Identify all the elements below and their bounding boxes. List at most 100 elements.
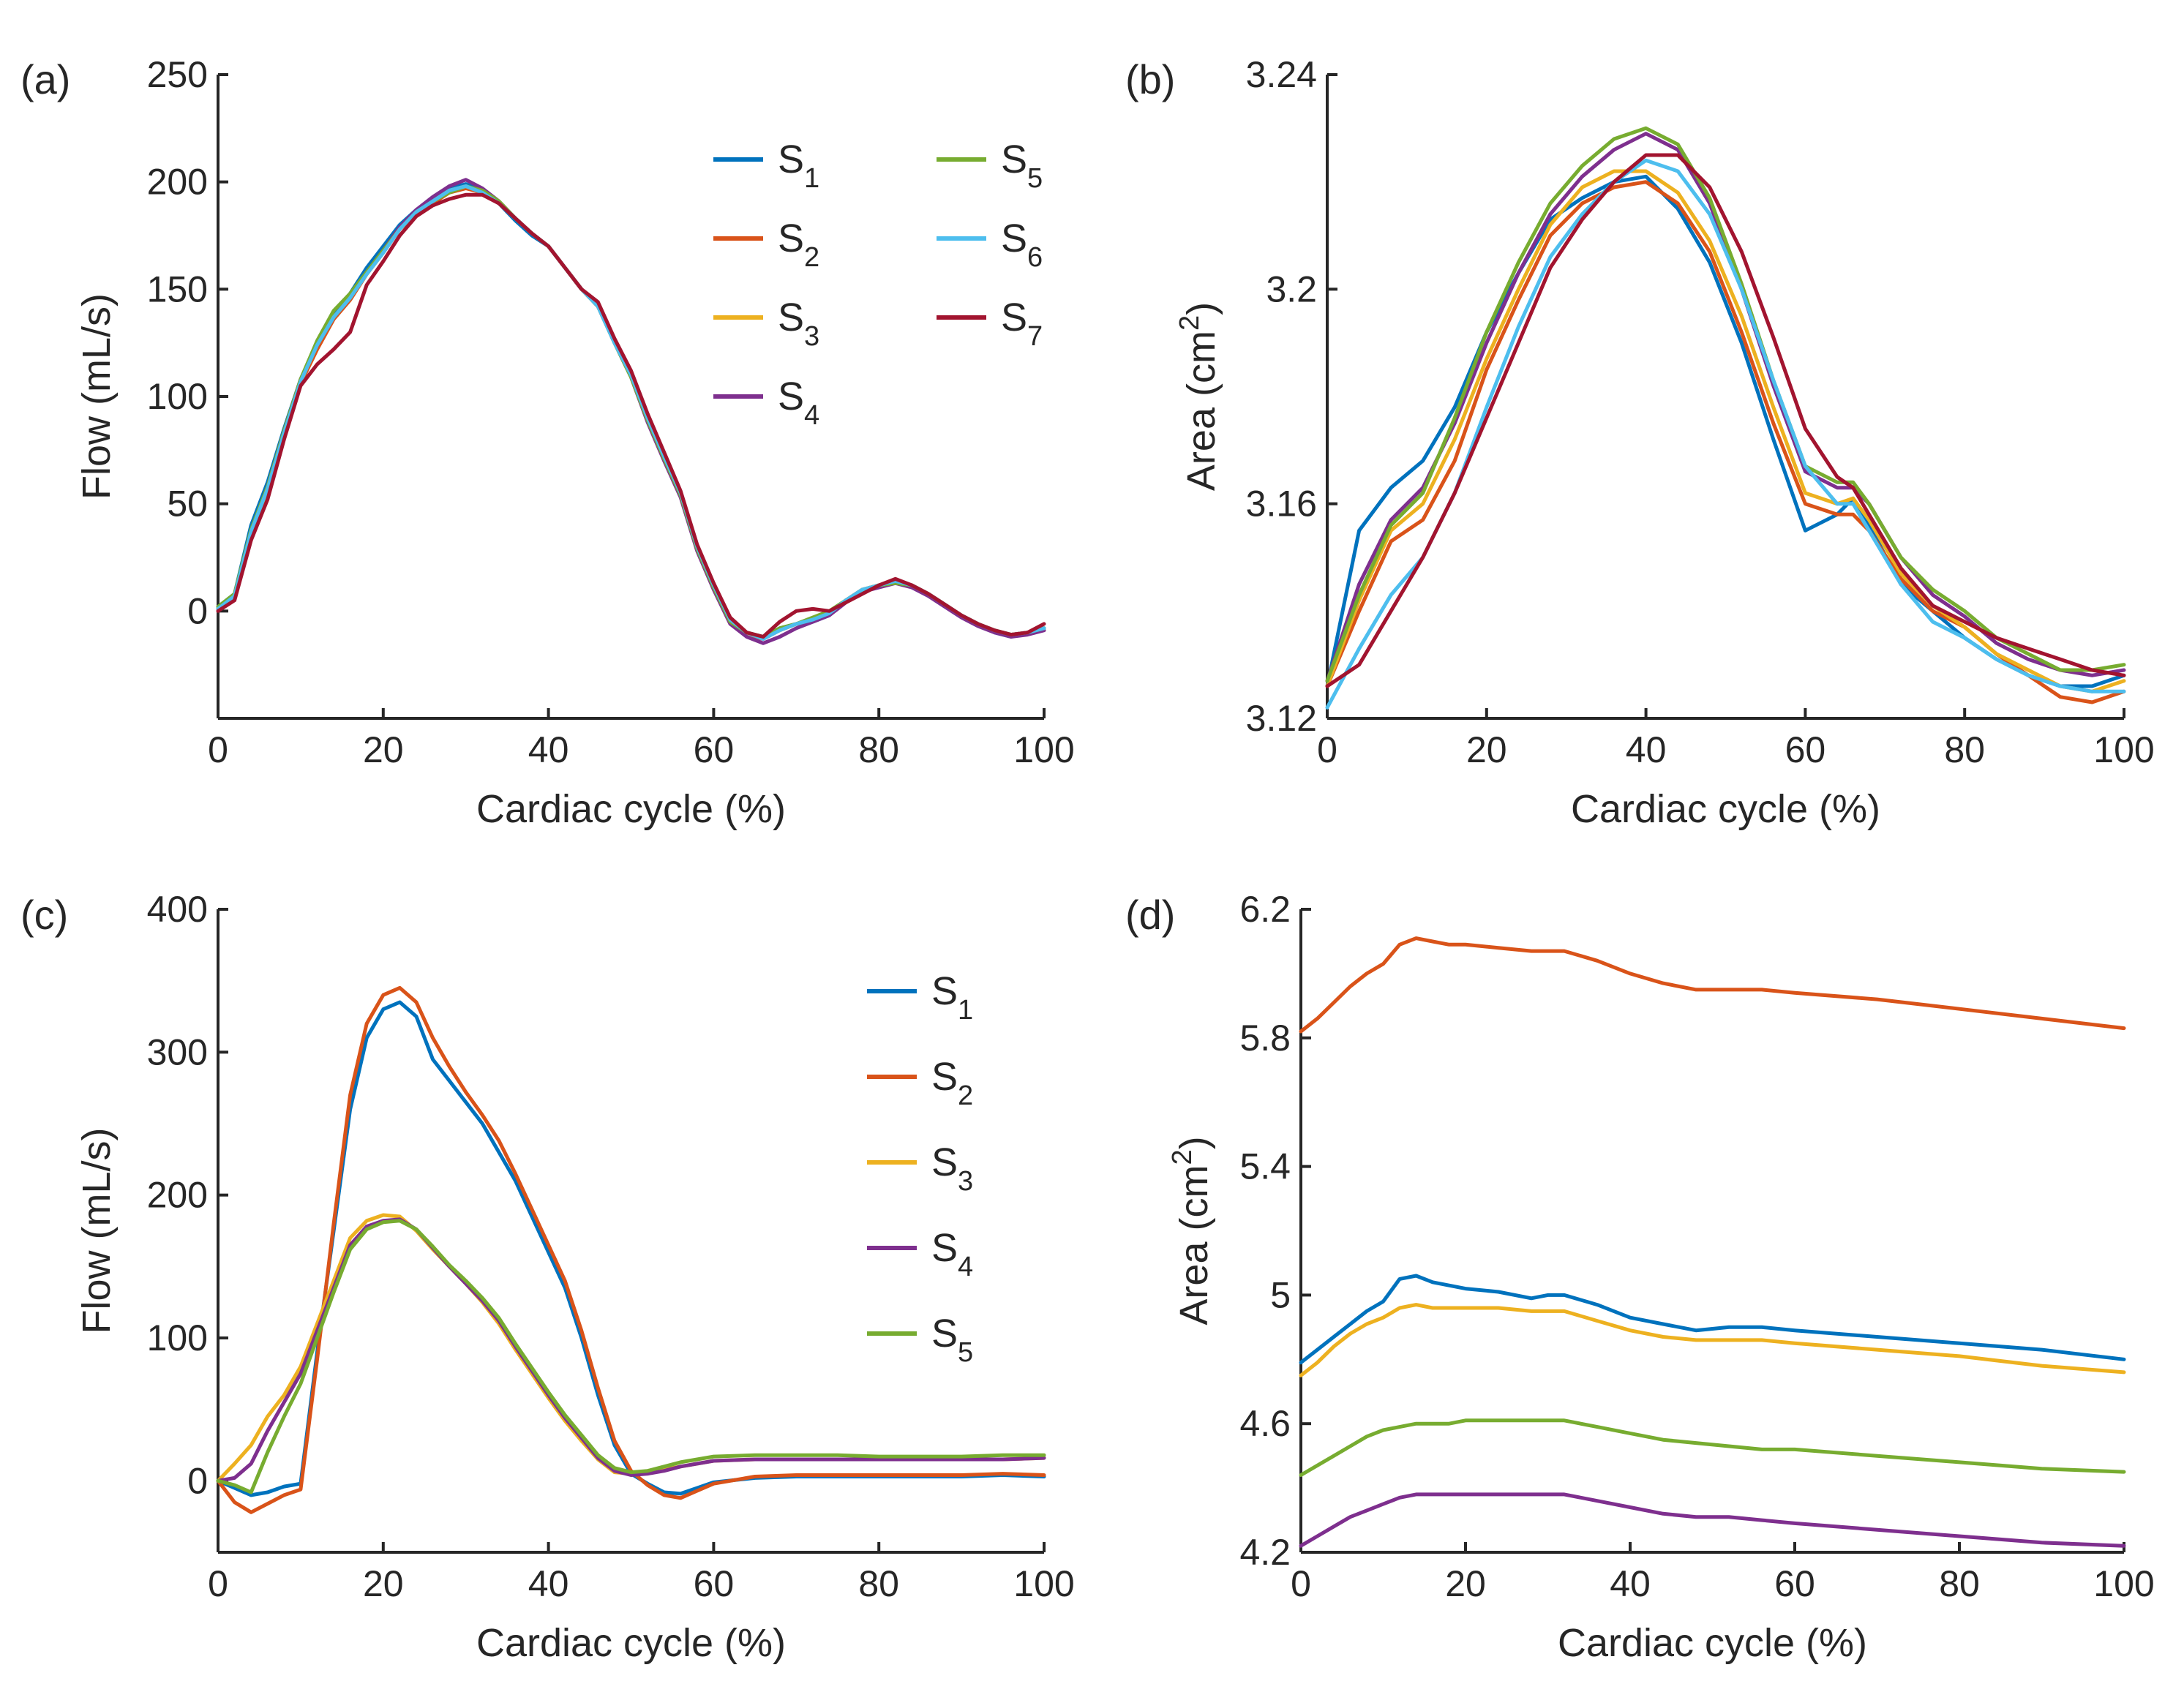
x-tick-label: 80	[858, 1563, 899, 1604]
y-axis-label: Flow (mL/s)	[75, 293, 119, 500]
series-line-S1	[1299, 1274, 2126, 1365]
legend-label-subscript: 5	[958, 1337, 973, 1368]
legend-label-text: S	[778, 138, 804, 181]
legend-label-text: S	[1001, 138, 1027, 181]
x-tick-label: 20	[1466, 729, 1507, 770]
y-tick-label: 3.2	[1266, 268, 1317, 309]
y-axis-label-superscript: 2	[1174, 315, 1205, 331]
y-tick-label: 50	[167, 484, 208, 524]
legend-label-S2: S2	[778, 217, 819, 273]
legend-label-subscript: 1	[804, 163, 819, 194]
x-tick-label: 40	[1610, 1563, 1651, 1604]
y-tick-label: 3.24	[1246, 54, 1317, 95]
y-tick-label: 0	[187, 590, 208, 631]
series-line-S4	[216, 178, 1046, 645]
legend-label-subscript: 1	[958, 995, 973, 1026]
x-tick-label: 0	[208, 1563, 228, 1604]
y-tick-label: 5	[1270, 1274, 1291, 1315]
y-tick-label: 150	[147, 268, 208, 309]
panel-label-b: (b)	[1125, 56, 1175, 102]
legend-label-S1: S1	[931, 969, 973, 1026]
x-axis-label: Cardiac cycle (%)	[1571, 787, 1880, 831]
legend-label-subscript: 3	[804, 321, 819, 352]
x-tick-label: 20	[363, 1563, 404, 1604]
legend-label-text: S	[1001, 296, 1027, 339]
legend-label-subscript: 4	[958, 1252, 973, 1282]
x-tick-label: 60	[694, 1563, 735, 1604]
x-tick-label: 80	[1944, 729, 1985, 770]
series-line-S5	[1299, 1418, 2126, 1477]
legend-label-text: S	[778, 296, 804, 339]
series-line-S6	[216, 184, 1046, 641]
x-axis-label: Cardiac cycle (%)	[476, 1621, 786, 1665]
series-line-S1	[216, 182, 1046, 639]
legend-label-text: S	[931, 1312, 958, 1356]
x-tick-label: 80	[1939, 1563, 1980, 1604]
y-tick-label: 250	[147, 54, 208, 95]
y-tick-label: 100	[147, 376, 208, 417]
panel-b: (b) 0 20 40 60 80 100 3.12 3.16 3.2 3.24 Cardiac cy…	[1125, 54, 2155, 831]
x-axis-label: Cardiac cycle (%)	[476, 787, 786, 831]
y-axis-label-end: )	[1179, 302, 1223, 315]
series-line-S2	[216, 187, 1046, 641]
legend-label-text: S	[778, 217, 804, 260]
series-line-S2	[1299, 936, 2126, 1034]
y-axis-label: Area (cm2)	[1174, 302, 1223, 491]
series-line-S7	[216, 192, 1046, 639]
legend-label-text: S	[931, 1140, 958, 1184]
legend-label-S1: S1	[778, 138, 819, 194]
legend-label-subscript: 2	[804, 242, 819, 273]
x-tick-label: 40	[528, 729, 569, 770]
series-line-S2	[216, 985, 1046, 1514]
legend-label-S5: S5	[1001, 138, 1043, 194]
legend-label-subscript: 3	[958, 1166, 973, 1197]
series-line-S3	[1299, 1303, 2126, 1377]
y-axis-label-text: Area (cm	[1179, 331, 1223, 491]
panel-label-c: (c)	[20, 892, 68, 938]
x-tick-label: 100	[1013, 729, 1074, 770]
legend-label-S3: S3	[778, 296, 819, 352]
legend-label-subscript: 2	[958, 1080, 973, 1111]
legend-label-S7: S7	[1001, 296, 1043, 352]
x-tick-label: 0	[1291, 1563, 1311, 1604]
series-line-S3	[216, 184, 1046, 639]
y-axis-label-end: )	[1172, 1136, 1216, 1149]
y-tick-label: 200	[147, 162, 208, 203]
series-line-S3	[216, 1213, 1046, 1483]
y-tick-label: 6.2	[1239, 889, 1291, 930]
panel-d: (d) 0 20 40 60 80 100 4.2 4.6 5 5.4 5.8 6.2 Cardiac c…	[1125, 889, 2155, 1665]
x-tick-label: 80	[858, 729, 899, 770]
x-tick-label: 100	[2093, 729, 2154, 770]
y-tick-label: 0	[187, 1460, 208, 1501]
x-tick-label: 100	[2093, 1563, 2154, 1604]
legend-label-subscript: 5	[1027, 163, 1043, 194]
y-tick-label: 4.2	[1239, 1532, 1291, 1573]
x-tick-label: 40	[1626, 729, 1667, 770]
y-axis-label-text: Flow (mL/s)	[75, 1128, 119, 1334]
x-tick-label: 0	[1317, 729, 1337, 770]
y-tick-label: 3.12	[1246, 698, 1317, 739]
panel-label-a: (a)	[20, 56, 70, 102]
series-line-S1	[216, 1000, 1046, 1497]
legend-label-S4: S4	[778, 375, 819, 431]
x-tick-label: 60	[1785, 729, 1826, 770]
series-line-S7	[1325, 153, 2126, 688]
legend-label-subscript: 6	[1027, 242, 1043, 273]
x-tick-label: 60	[694, 729, 735, 770]
series-line-S4	[1299, 1492, 2126, 1548]
x-tick-label: 40	[528, 1563, 569, 1604]
x-tick-label: 100	[1013, 1563, 1074, 1604]
y-axis-label-text: Area (cm	[1172, 1165, 1216, 1326]
y-tick-label: 5.4	[1239, 1146, 1291, 1187]
legend-label-text: S	[1001, 217, 1027, 260]
y-tick-label: 5.8	[1239, 1018, 1291, 1059]
x-axis-label: Cardiac cycle (%)	[1558, 1621, 1867, 1665]
legend-label-S6: S6	[1001, 217, 1043, 273]
x-tick-label: 60	[1774, 1563, 1815, 1604]
series-line-S5	[1325, 126, 2126, 683]
y-axis-label: Area (cm2)	[1167, 1136, 1216, 1325]
x-tick-label: 20	[1445, 1563, 1486, 1604]
